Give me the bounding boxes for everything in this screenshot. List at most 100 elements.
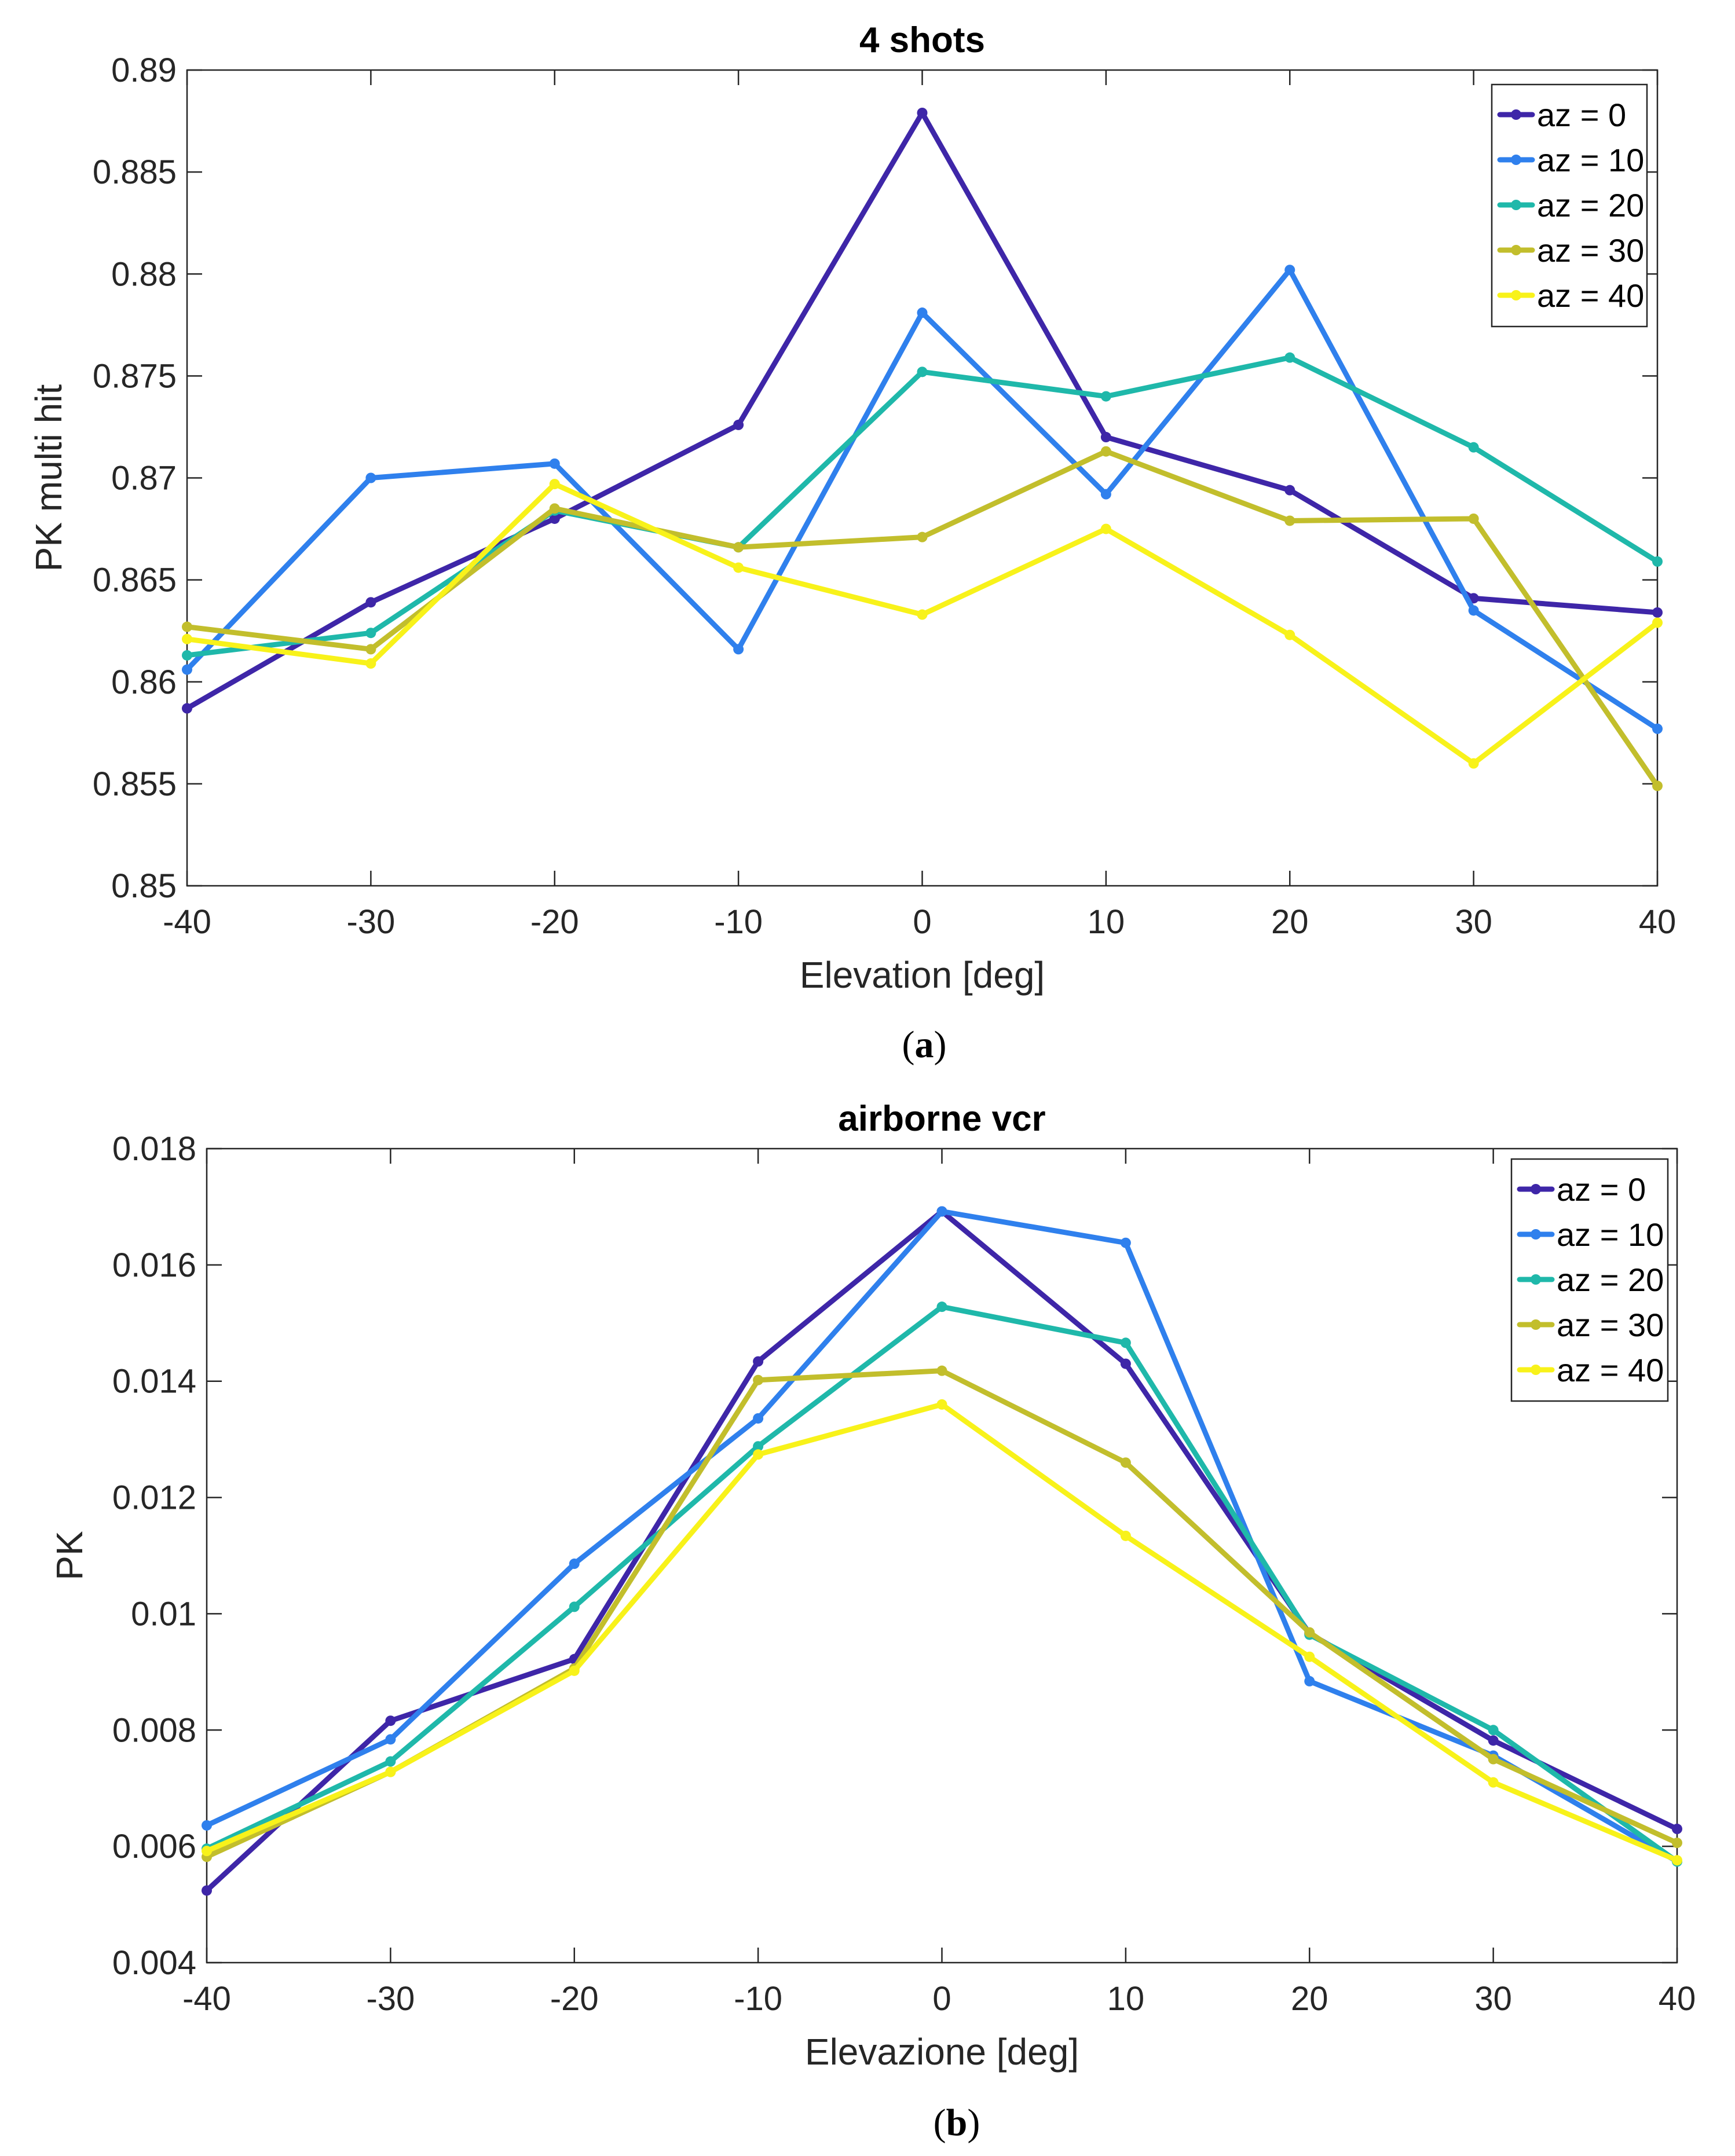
legend-label: az = 10	[1557, 1216, 1664, 1253]
legend-label: az = 0	[1537, 97, 1626, 133]
data-point	[733, 542, 744, 553]
data-point	[1100, 523, 1111, 534]
y-tick-label: 0.865	[93, 562, 177, 599]
legend-marker	[1511, 155, 1521, 165]
data-point	[1284, 629, 1295, 640]
data-point	[917, 609, 928, 620]
y-tick-label: 0.88	[111, 255, 177, 293]
data-point	[1672, 1855, 1682, 1866]
x-tick-label: 30	[1455, 903, 1492, 941]
x-tick-label: -30	[366, 1980, 415, 2018]
series-az-0	[182, 107, 1663, 714]
data-point	[1652, 607, 1663, 618]
x-tick-label: 20	[1271, 903, 1309, 941]
data-point	[182, 650, 192, 661]
series-az-10	[182, 265, 1663, 734]
data-point	[182, 703, 192, 714]
data-point	[1120, 1358, 1131, 1369]
data-point	[569, 1559, 580, 1570]
data-point	[1652, 617, 1663, 628]
data-point	[549, 503, 560, 514]
data-point	[936, 1206, 947, 1217]
data-point	[1672, 1838, 1682, 1849]
data-point	[1120, 1457, 1131, 1468]
y-tick-label: 0.87	[111, 460, 177, 497]
y-tick-label: 0.855	[93, 765, 177, 803]
y-tick-label: 0.014	[112, 1363, 196, 1400]
data-point	[1488, 1754, 1499, 1765]
legend-marker	[1531, 1229, 1541, 1240]
legend-box	[1491, 83, 1648, 328]
data-point	[1468, 605, 1479, 616]
y-tick-label: 0.016	[112, 1246, 196, 1284]
legend-item: az = 20	[1497, 187, 1644, 223]
data-point	[917, 366, 928, 377]
chart-title: 4 shots	[859, 20, 985, 60]
x-axis-label: Elevation [deg]	[800, 954, 1045, 996]
data-point	[365, 644, 376, 655]
data-point	[385, 1734, 396, 1745]
plot-area	[206, 1147, 1678, 1964]
data-point	[365, 472, 376, 483]
data-point	[549, 458, 560, 469]
y-tick-label: 0.004	[112, 1944, 196, 1982]
y-axis-label: PK multi hit	[28, 384, 69, 571]
legend-marker	[1511, 290, 1521, 300]
data-point	[202, 1885, 212, 1896]
y-tick-label: 0.875	[93, 357, 177, 395]
data-point	[753, 1356, 764, 1367]
x-tick-label: -40	[163, 903, 211, 941]
data-point	[202, 1820, 212, 1831]
x-tick-label: 10	[1107, 1980, 1145, 2018]
legend-item: az = 10	[1497, 142, 1644, 178]
chart-airborne-vcr: -40 -30 -20 -10 0 10 20 30 40 0.004 0.006 0.008 0.01…	[49, 1099, 1696, 2073]
y-tick-label: 0.885	[93, 153, 177, 191]
data-point	[1488, 1735, 1499, 1746]
data-point	[569, 1665, 580, 1676]
data-point	[1488, 1725, 1499, 1736]
data-point	[182, 621, 192, 632]
legend-marker	[1511, 200, 1521, 210]
data-point	[1284, 265, 1295, 276]
data-point	[1468, 442, 1479, 453]
data-point	[182, 664, 192, 675]
plot-area	[186, 69, 1659, 887]
data-point	[1100, 489, 1111, 500]
data-point	[917, 531, 928, 542]
data-point	[1284, 352, 1295, 363]
data-point	[365, 597, 376, 608]
legend-label: az = 30	[1557, 1307, 1664, 1343]
legend-label: az = 20	[1557, 1262, 1664, 1298]
y-tick-label: 0.85	[111, 867, 177, 905]
legend-marker	[1531, 1184, 1541, 1194]
data-point	[936, 1365, 947, 1376]
chart-title: airborne vcr	[838, 1099, 1045, 1139]
x-tick-label: -30	[346, 903, 395, 941]
data-point	[1120, 1530, 1131, 1541]
data-point	[1652, 723, 1663, 734]
legend-marker	[1531, 1365, 1541, 1375]
y-tick-label: 0.018	[112, 1130, 196, 1168]
data-point	[549, 479, 560, 490]
x-axis-label: Elevazione [deg]	[805, 2031, 1079, 2073]
data-point	[733, 419, 744, 430]
data-point	[549, 513, 560, 524]
data-point	[1468, 758, 1479, 769]
caption-a: (a)	[902, 1024, 947, 1066]
x-tick-label: 40	[1639, 903, 1677, 941]
data-point	[1304, 1675, 1315, 1686]
data-point	[365, 628, 376, 639]
data-point	[1284, 485, 1295, 496]
legend-item: az = 30	[1497, 232, 1644, 269]
legend-marker	[1511, 245, 1521, 255]
data-point	[569, 1601, 580, 1612]
data-point	[365, 658, 376, 669]
data-point	[753, 1374, 764, 1385]
x-tick-label: 0	[932, 1980, 951, 2018]
data-point	[1100, 391, 1111, 402]
data-point	[1304, 1651, 1315, 1662]
legend-item: az = 10	[1517, 1216, 1664, 1253]
data-point	[917, 107, 928, 118]
data-point	[753, 1449, 764, 1460]
